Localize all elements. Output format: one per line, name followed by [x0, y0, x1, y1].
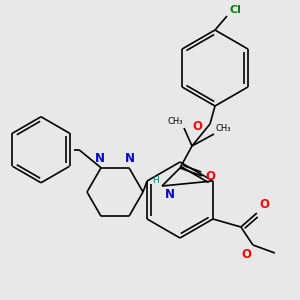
- Text: H: H: [152, 176, 159, 185]
- Text: O: O: [192, 121, 202, 134]
- Text: O: O: [259, 198, 269, 211]
- Text: N: N: [165, 188, 175, 201]
- Text: Cl: Cl: [229, 5, 241, 15]
- Text: CH₃: CH₃: [216, 124, 232, 133]
- Text: O: O: [241, 248, 251, 261]
- Text: N: N: [125, 152, 135, 165]
- Text: CH₃: CH₃: [167, 117, 183, 126]
- Text: N: N: [95, 152, 105, 165]
- Text: O: O: [205, 169, 215, 182]
